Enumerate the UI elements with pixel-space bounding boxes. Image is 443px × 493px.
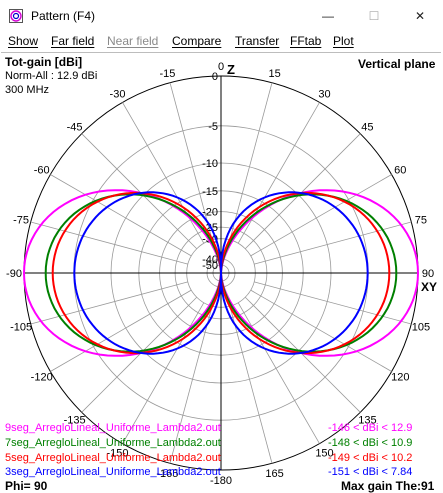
grid-spoke [229,82,273,240]
xy-axis-label: XY [421,280,437,294]
grid-spoke [244,133,361,250]
angle-label: -60 [34,165,50,177]
maximize-icon: ☐ [368,9,380,23]
db-scale-label: -10 [202,158,218,170]
close-icon: ✕ [414,9,426,23]
max-gain-readout: Max gain The:91 [341,479,435,493]
maximize-button[interactable]: ☐ [351,0,397,32]
angle-label: 0 [218,61,224,73]
legend-series-name: 5seg_ArregloLineal_Uniforme_Lambda2.out [5,452,221,464]
legend-series-range: -148 < dBi < 10.9 [328,437,413,449]
menu-near-field[interactable]: Near field [107,34,159,48]
db-scale-label: -50 [202,260,218,272]
angle-label: 15 [268,68,280,80]
plane-title: Vertical plane [358,57,436,71]
minimize-icon: — [322,9,334,23]
menu-show[interactable]: Show [8,34,39,48]
grid-spoke [254,281,412,325]
grid-spoke [81,296,198,413]
grid-spoke [169,306,213,464]
legend-series-range: -151 < dBi < 7.84 [328,466,413,478]
grid-spoke [250,174,392,257]
angle-label: -180 [210,475,232,487]
grid-spoke [81,133,198,250]
legend-series-range: -149 < dBi < 10.2 [328,452,413,464]
angle-label: 165 [265,468,283,480]
title-bar[interactable]: Pattern (F4) — ☐ ✕ [0,0,443,32]
db-scale-label: -15 [202,186,218,198]
legend-series-name: 3seg_ArregloLineal_Uniforme_Lambda2.out [5,466,221,478]
db-scale-label: -40 [202,254,218,266]
plot-quantity-title: Tot-gain [dBi] [5,55,83,69]
grid-spoke [122,302,205,444]
polar-pattern-chart: 0-5-10-15-20-25-30-40-500153045607590105… [6,61,437,487]
menu-fftab[interactable]: FFtab [290,34,322,48]
phi-readout: Phi= 90 [5,479,48,493]
angle-label: 150 [315,447,333,459]
angle-label: 30 [318,89,330,101]
grid-spoke [237,302,320,444]
db-scale-label: -20 [202,207,218,219]
angle-label: -105 [10,322,32,334]
grid-spoke [237,102,320,244]
close-button[interactable]: ✕ [397,0,443,32]
grid-spoke [250,289,392,372]
angle-label: -120 [31,372,53,384]
angle-label: 105 [412,322,430,334]
pattern-trace [73,191,369,355]
grid-spoke [254,221,412,265]
angle-label: 60 [394,165,406,177]
angle-label: -15 [159,68,175,80]
menu-plot[interactable]: Plot [333,34,354,48]
frequency-text: 300 MHz [5,84,50,96]
angle-label: -135 [64,414,86,426]
angle-label: 90 [422,268,434,280]
angle-label: -45 [67,122,83,134]
normalization-text: Norm-All : 12.9 dBi [5,70,98,82]
grid-spoke [122,102,205,244]
grid-spoke [244,296,361,413]
grid-spoke [30,221,188,265]
z-axis-label: Z [227,62,235,77]
grid-spoke [30,281,188,325]
angle-label: 45 [361,122,373,134]
angle-label: 120 [391,372,409,384]
menu-bar: Show Far field Near field Compare Transf… [0,32,443,51]
minimize-button[interactable]: — [305,0,351,32]
grid-spoke [50,289,192,372]
window-title: Pattern (F4) [31,9,96,23]
legend-series-name: 7seg_ArregloLineal_Uniforme_Lambda2.out [5,437,221,449]
legend-series-range: -146 < dBi < 12.9 [328,422,413,434]
grid-spoke [50,174,192,257]
pattern-app-icon [9,9,23,23]
angle-label: 135 [358,414,376,426]
angle-label: -30 [110,89,126,101]
menu-transfer[interactable]: Transfer [235,34,280,48]
legend-series-name: 9seg_ArregloLineal_Uniforme_Lambda2.out [5,422,221,434]
menu-compare[interactable]: Compare [172,34,222,48]
db-scale-label: -5 [208,121,218,133]
angle-label: -165 [156,468,178,480]
polar-plot-area[interactable]: 0 -5 -10 -15 -20 -25 -30 -40 -50 0 15 30 45 60 75 90 105… [1,52,441,493]
angle-label: -90 [6,268,22,280]
grid-spoke [169,82,213,240]
angle-label: 75 [415,214,427,226]
menu-far-field[interactable]: Far field [51,34,95,48]
angle-label: -150 [106,447,128,459]
grid-spoke [229,306,273,464]
db-scale-label: 0 [212,71,218,83]
angle-label: -75 [13,214,29,226]
